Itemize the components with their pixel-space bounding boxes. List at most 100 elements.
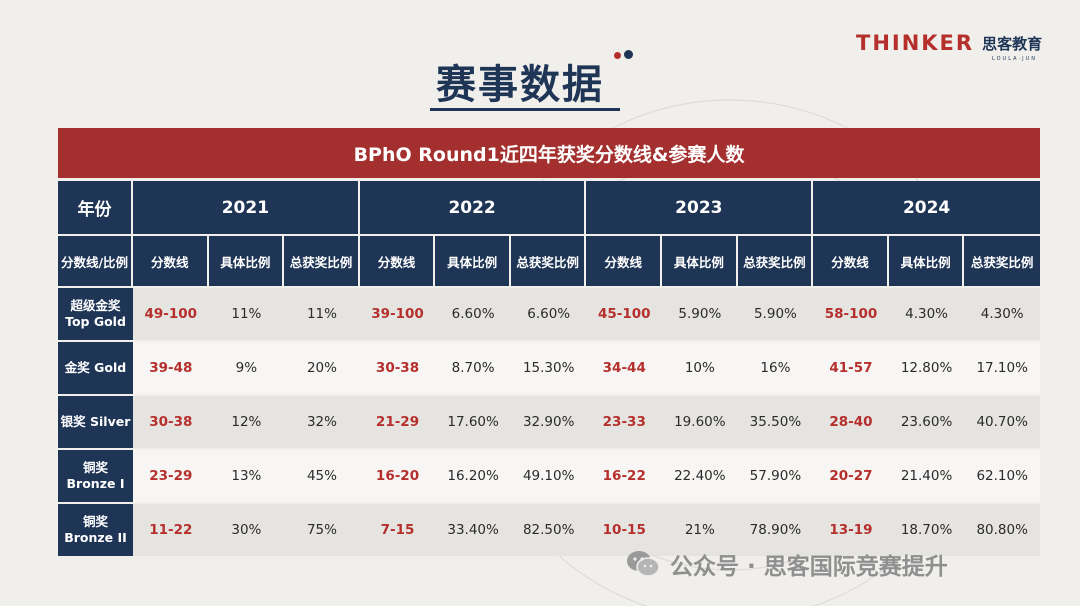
score-range-cell: 34-44 [586,340,663,394]
total-ratio-cell: 75% [284,502,360,556]
title-dot-navy [624,50,633,59]
sub-header: 具体比例 [208,234,285,286]
sub-header: 分数线 [359,234,436,286]
sub-header: 具体比例 [435,234,511,286]
row-label-primary: 铜奖 [82,514,108,529]
table-row: 铜奖 Bronze I 23-29 13% 45% 16-20 16.20% 49.10% 16… [58,448,1040,502]
score-range-cell: 39-100 [359,286,436,340]
score-range-cell: 21-29 [359,394,436,448]
score-range-cell: 10-15 [586,502,663,556]
total-ratio-cell: 16% [737,340,814,394]
ratio-cell: 33.40% [435,502,511,556]
score-range-cell: 39-48 [133,340,209,394]
ratio-cell: 18.70% [888,502,965,556]
ratio-cell: 9% [208,340,285,394]
table-row: 金奖 Gold 39-48 9% 20% 30-38 8.70% 15.30% 34-44 10… [58,340,1040,394]
ratio-cell: 21.40% [888,448,965,502]
total-ratio-cell: 57.90% [737,448,814,502]
row-label: 银奖 Silver [58,394,133,448]
results-table: 年份 2021 2022 2023 2024 分数线/比例 分数线 具体比例 总… [58,181,1040,556]
page-title: 赛事数据 [436,62,604,108]
year-header: 2023 [586,181,814,234]
ratio-cell: 6.60% [435,286,511,340]
score-range-cell: 7-15 [359,502,436,556]
table-row: 铜奖 Bronze II 11-22 30% 75% 7-15 33.40% 82.50% 10… [58,502,1040,556]
ratio-cell: 17.60% [435,394,511,448]
score-range-cell: 16-20 [359,448,436,502]
total-ratio-cell: 17.10% [964,340,1040,394]
ratio-cell: 12% [208,394,285,448]
ratio-cell: 16.20% [435,448,511,502]
brand-logo: THINKER 思客教育 [856,30,1042,56]
total-ratio-cell: 32% [284,394,360,448]
total-ratio-cell: 40.70% [964,394,1040,448]
sub-header: 分数线 [133,234,209,286]
score-range-cell: 49-100 [133,286,209,340]
score-range-cell: 45-100 [586,286,663,340]
total-ratio-cell: 78.90% [737,502,814,556]
watermark: 公众号 · 思客国际竞赛提升 [626,548,948,580]
score-range-cell: 23-29 [133,448,209,502]
total-ratio-cell: 4.30% [964,286,1040,340]
ratio-cell: 11% [208,286,285,340]
ratio-cell: 22.40% [662,448,738,502]
results-table-container: BPhO Round1近四年获奖分数线&参赛人数 年份 2021 2022 20… [58,128,1040,556]
ratio-cell: 23.60% [888,394,965,448]
total-ratio-cell: 11% [284,286,360,340]
total-ratio-cell: 49.10% [510,448,587,502]
score-range-cell: 23-33 [586,394,663,448]
year-header-label: 年份 [58,181,133,234]
year-header: 2021 [133,181,360,234]
row-label: 金奖 Gold [58,340,133,394]
row-label-secondary: Bronze II [64,530,127,545]
score-range-cell: 30-38 [359,340,436,394]
sub-header: 总获奖比例 [964,234,1040,286]
score-range-cell: 16-22 [586,448,663,502]
ratio-cell: 5.90% [662,286,738,340]
row-label-primary: 银奖 Silver [60,414,131,429]
ratio-cell: 30% [208,502,285,556]
title-dot-red [614,52,621,59]
row-label-secondary: Bronze I [66,476,125,491]
sub-header: 具体比例 [662,234,738,286]
score-range-cell: 41-57 [813,340,889,394]
score-range-cell: 28-40 [813,394,889,448]
row-label-primary: 金奖 Gold [64,360,127,375]
sub-header-label: 分数线/比例 [58,234,133,286]
total-ratio-cell: 35.50% [737,394,814,448]
total-ratio-cell: 6.60% [510,286,587,340]
row-label: 铜奖 Bronze II [58,502,133,556]
total-ratio-cell: 62.10% [964,448,1040,502]
watermark-text: 公众号 · 思客国际竞赛提升 [670,554,948,580]
title-underline [430,108,620,111]
year-header: 2022 [359,181,587,234]
score-range-cell: 58-100 [813,286,889,340]
ratio-cell: 13% [208,448,285,502]
table-body: 超级金奖 Top Gold 49-100 11% 11% 39-100 6.60% 6.60%… [58,286,1040,556]
ratio-cell: 19.60% [662,394,738,448]
logo-chinese-name: 思客教育 [982,34,1043,53]
logo-wordmark: THINKER [856,31,975,55]
ratio-cell: 8.70% [435,340,511,394]
wechat-icon [627,551,660,577]
sub-header: 具体比例 [888,234,965,286]
ratio-cell: 12.80% [888,340,965,394]
total-ratio-cell: 15.30% [510,340,587,394]
ratio-cell: 10% [662,340,738,394]
ratio-cell: 4.30% [888,286,965,340]
row-label-primary: 超级金奖 [70,298,121,313]
year-header: 2024 [813,181,1040,234]
row-label: 铜奖 Bronze I [58,448,133,502]
score-range-cell: 30-38 [133,394,209,448]
ratio-cell: 21% [662,502,738,556]
table-banner: BPhO Round1近四年获奖分数线&参赛人数 [58,128,1040,178]
table-row: 超级金奖 Top Gold 49-100 11% 11% 39-100 6.60% 6.60%… [58,286,1040,340]
row-label-secondary: Top Gold [65,314,126,329]
sub-header: 总获奖比例 [510,234,587,286]
sub-header: 分数线 [586,234,663,286]
score-range-cell: 11-22 [133,502,209,556]
score-range-cell: 20-27 [813,448,889,502]
logo-subtext: LOULA·JUN [992,56,1037,62]
total-ratio-cell: 82.50% [510,502,587,556]
sub-header: 总获奖比例 [737,234,814,286]
